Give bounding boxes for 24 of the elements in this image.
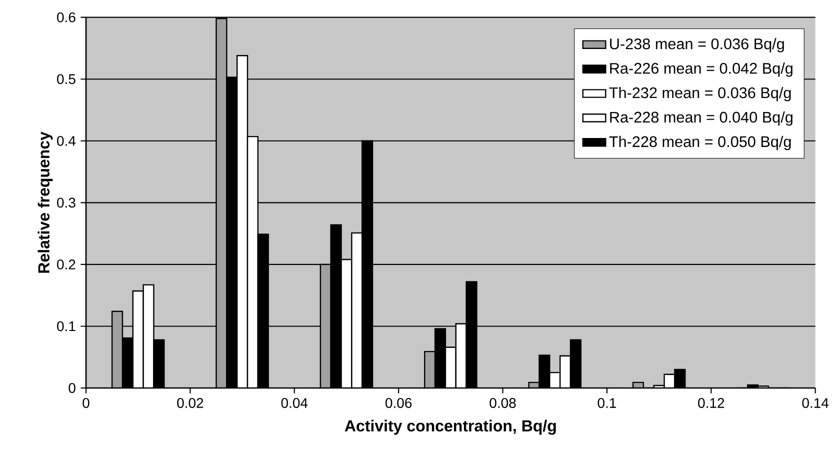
y-tick-label: 0.5 xyxy=(57,74,76,84)
x-tick-label: 0.14 xyxy=(802,398,829,408)
legend-label: Ra-226 mean = 0.042 Bq/g xyxy=(610,62,792,77)
x-tick-label: 0.12 xyxy=(698,398,724,408)
bar xyxy=(320,264,331,388)
y-axis-title: Relative frequency xyxy=(38,132,53,273)
bar xyxy=(112,311,122,388)
y-tick-label: 0.2 xyxy=(57,260,76,270)
x-tick-label: 0.04 xyxy=(281,398,308,408)
x-tick-label: 0.06 xyxy=(385,398,412,408)
x-tick-label: 0.1 xyxy=(598,398,616,408)
legend-label: Th-232 mean = 0.036 Bq/g xyxy=(609,86,791,102)
x-tick-label: 0.08 xyxy=(490,398,516,408)
x-axis-title: Activity concentration, Bq/g xyxy=(344,420,556,435)
y-tick-label: 0.4 xyxy=(57,136,76,146)
y-tick-label: 0 xyxy=(68,383,76,393)
y-tick-label: 0.1 xyxy=(57,321,76,332)
x-tick-label: 0.02 xyxy=(177,398,204,408)
y-tick-label: 0.3 xyxy=(57,198,76,208)
y-tick-label: 0.6 xyxy=(57,12,76,22)
legend-label: Th-228 mean = 0.050 Bq/g xyxy=(609,136,791,150)
legend-label: Ra-228 mean = 0.040 Bq/g xyxy=(610,111,792,126)
legend-label: U-238 mean = 0.036 Bq/g xyxy=(610,38,784,52)
x-tick-label: 0 xyxy=(82,398,90,408)
